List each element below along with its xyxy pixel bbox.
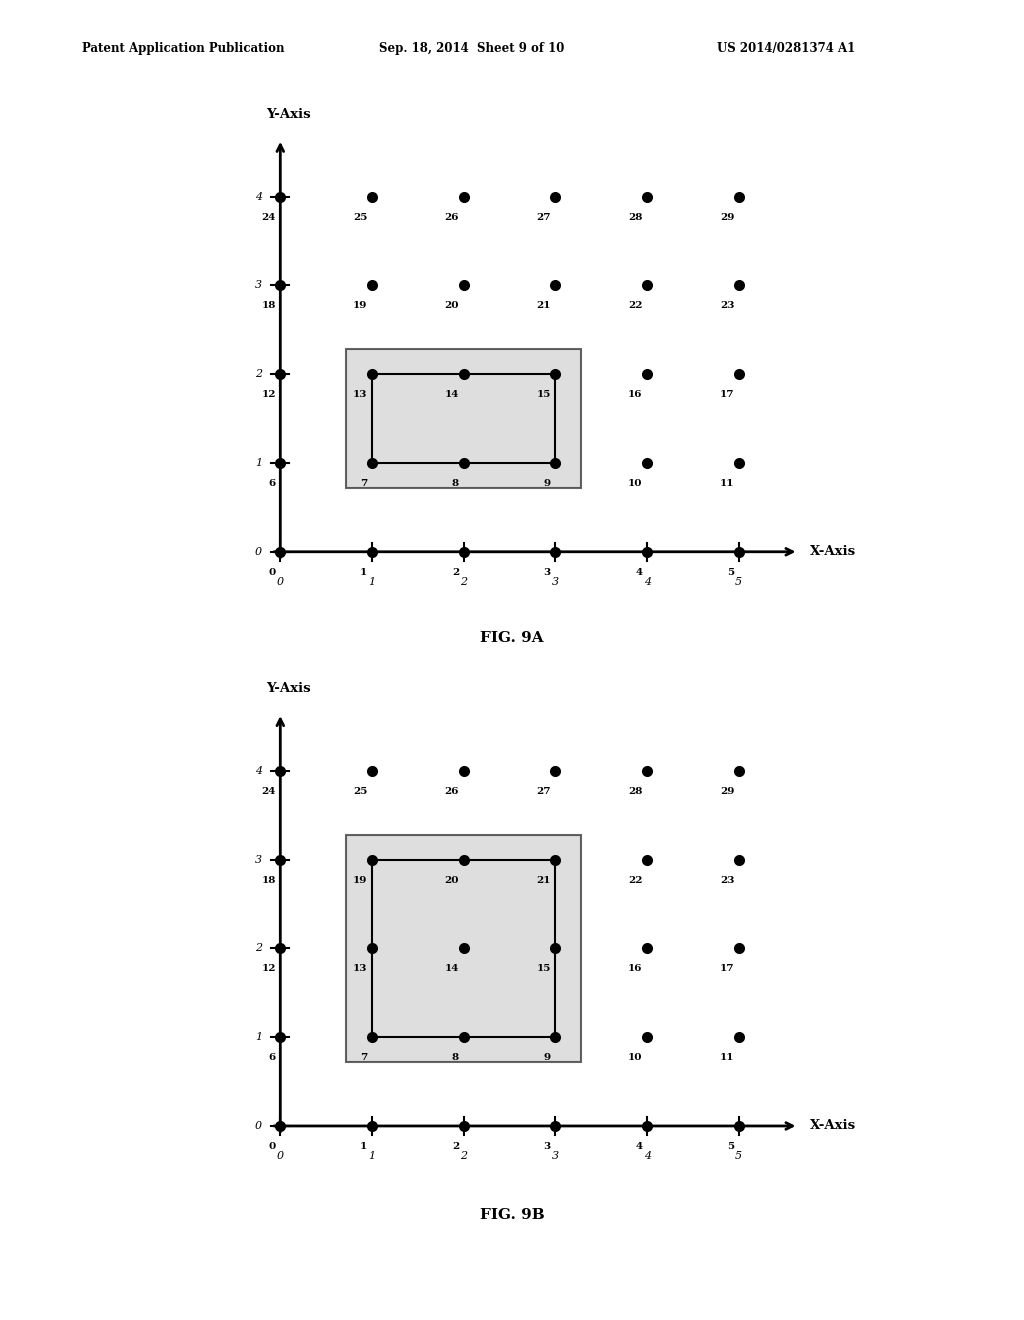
Text: 9: 9 (544, 1053, 551, 1063)
Text: 4: 4 (643, 577, 650, 586)
Text: 24: 24 (261, 787, 275, 796)
Text: Patent Application Publication: Patent Application Publication (82, 42, 285, 55)
Text: 2: 2 (452, 1142, 459, 1151)
Text: 19: 19 (353, 875, 368, 884)
Text: US 2014/0281374 A1: US 2014/0281374 A1 (717, 42, 855, 55)
Text: 28: 28 (628, 213, 642, 222)
Text: 1: 1 (369, 1151, 376, 1160)
Text: 28: 28 (628, 787, 642, 796)
Text: 4: 4 (643, 1151, 650, 1160)
Text: 16: 16 (628, 391, 642, 399)
Text: 12: 12 (261, 391, 275, 399)
Text: 3: 3 (552, 577, 559, 586)
Text: 19: 19 (353, 301, 368, 310)
Text: 3: 3 (544, 568, 551, 577)
Text: 5: 5 (727, 568, 734, 577)
Text: 3: 3 (255, 280, 262, 290)
Text: Sep. 18, 2014  Sheet 9 of 10: Sep. 18, 2014 Sheet 9 of 10 (379, 42, 564, 55)
Text: 1: 1 (360, 1142, 368, 1151)
Text: 9: 9 (544, 479, 551, 488)
Text: 25: 25 (353, 787, 368, 796)
Text: 7: 7 (360, 1053, 368, 1063)
Text: 5: 5 (735, 1151, 742, 1160)
Text: 23: 23 (720, 875, 734, 884)
Text: 26: 26 (444, 213, 459, 222)
Text: 4: 4 (636, 568, 642, 577)
Text: 20: 20 (444, 875, 459, 884)
Text: 2: 2 (255, 944, 262, 953)
Text: 29: 29 (720, 213, 734, 222)
Bar (346, 350, 581, 488)
Text: 5: 5 (727, 1142, 734, 1151)
Text: 3: 3 (544, 1142, 551, 1151)
Text: 7: 7 (360, 479, 368, 488)
Text: 17: 17 (720, 965, 734, 973)
Text: 0: 0 (255, 1121, 262, 1131)
Text: 12: 12 (261, 965, 275, 973)
Text: 4: 4 (255, 191, 262, 202)
Text: 4: 4 (636, 1142, 642, 1151)
Text: 1: 1 (255, 1032, 262, 1043)
Text: 0: 0 (276, 1151, 284, 1160)
Text: 20: 20 (444, 301, 459, 310)
Text: 0: 0 (268, 568, 275, 577)
Text: 0: 0 (255, 546, 262, 557)
Text: 2: 2 (255, 370, 262, 379)
Text: 13: 13 (353, 391, 368, 399)
Text: 0: 0 (268, 1142, 275, 1151)
Text: 17: 17 (720, 391, 734, 399)
Text: 29: 29 (720, 787, 734, 796)
Text: 1: 1 (360, 568, 368, 577)
Text: 6: 6 (268, 1053, 275, 1063)
Text: 8: 8 (452, 479, 459, 488)
Bar (346, 834, 581, 1063)
Text: 22: 22 (628, 875, 642, 884)
Text: 3: 3 (552, 1151, 559, 1160)
Text: 5: 5 (735, 577, 742, 586)
Text: FIG. 9A: FIG. 9A (480, 631, 544, 645)
Text: 18: 18 (261, 875, 275, 884)
Text: 16: 16 (628, 965, 642, 973)
Text: 26: 26 (444, 787, 459, 796)
Text: 21: 21 (537, 875, 551, 884)
Text: 8: 8 (452, 1053, 459, 1063)
Text: 4: 4 (255, 766, 262, 776)
Text: 15: 15 (537, 965, 551, 973)
Text: X-Axis: X-Axis (810, 545, 856, 558)
Text: 13: 13 (353, 965, 368, 973)
Text: 24: 24 (261, 213, 275, 222)
Text: 22: 22 (628, 301, 642, 310)
Text: 2: 2 (460, 577, 467, 586)
Text: 10: 10 (628, 479, 642, 488)
Text: FIG. 9B: FIG. 9B (479, 1208, 545, 1222)
Text: 11: 11 (720, 1053, 734, 1063)
Text: Y-Axis: Y-Axis (266, 682, 311, 696)
Text: 18: 18 (261, 301, 275, 310)
Text: X-Axis: X-Axis (810, 1119, 856, 1133)
Text: 1: 1 (369, 577, 376, 586)
Text: 10: 10 (628, 1053, 642, 1063)
Text: 2: 2 (460, 1151, 467, 1160)
Text: 6: 6 (268, 479, 275, 488)
Text: 23: 23 (720, 301, 734, 310)
Text: 1: 1 (255, 458, 262, 469)
Text: 25: 25 (353, 213, 368, 222)
Text: 14: 14 (444, 965, 459, 973)
Text: 11: 11 (720, 479, 734, 488)
Text: 27: 27 (537, 213, 551, 222)
Text: 2: 2 (452, 568, 459, 577)
Text: 27: 27 (537, 787, 551, 796)
Text: 21: 21 (537, 301, 551, 310)
Text: 14: 14 (444, 391, 459, 399)
Text: Y-Axis: Y-Axis (266, 108, 311, 121)
Text: 15: 15 (537, 391, 551, 399)
Text: 0: 0 (276, 577, 284, 586)
Text: 3: 3 (255, 854, 262, 865)
